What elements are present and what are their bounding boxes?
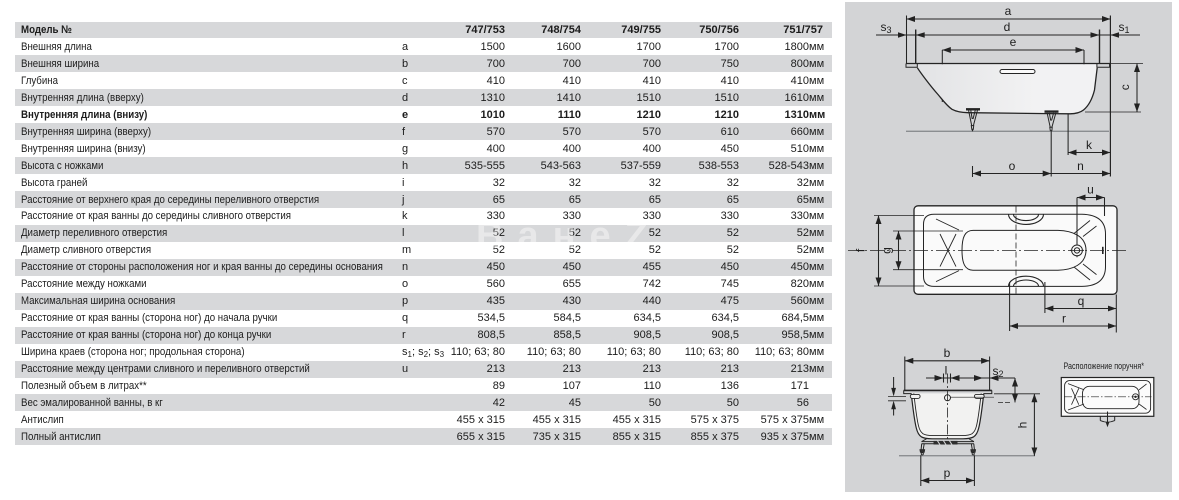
svg-text:g: g <box>880 247 894 254</box>
svg-text:d: d <box>1004 20 1011 34</box>
svg-text:l: l <box>945 364 948 378</box>
svg-text:Расположение поручня*: Расположение поручня* <box>1064 361 1145 372</box>
svg-text:s2: s2 <box>992 364 1003 379</box>
svg-text:r: r <box>1062 312 1066 326</box>
svg-text:n: n <box>1077 159 1084 173</box>
svg-text:h: h <box>1016 422 1030 429</box>
svg-text:s3: s3 <box>880 20 891 35</box>
svg-text:q: q <box>1078 294 1085 308</box>
svg-text:b: b <box>944 346 951 360</box>
svg-text:a: a <box>1005 4 1012 18</box>
svg-text:k: k <box>1086 138 1093 152</box>
svg-text:e: e <box>1010 35 1017 49</box>
svg-text:f: f <box>854 248 868 252</box>
svg-text:c: c <box>1118 84 1132 90</box>
svg-text:o: o <box>1009 159 1016 173</box>
svg-text:u: u <box>1087 183 1094 197</box>
svg-text:p: p <box>944 466 951 480</box>
svg-text:s1: s1 <box>1118 20 1129 35</box>
